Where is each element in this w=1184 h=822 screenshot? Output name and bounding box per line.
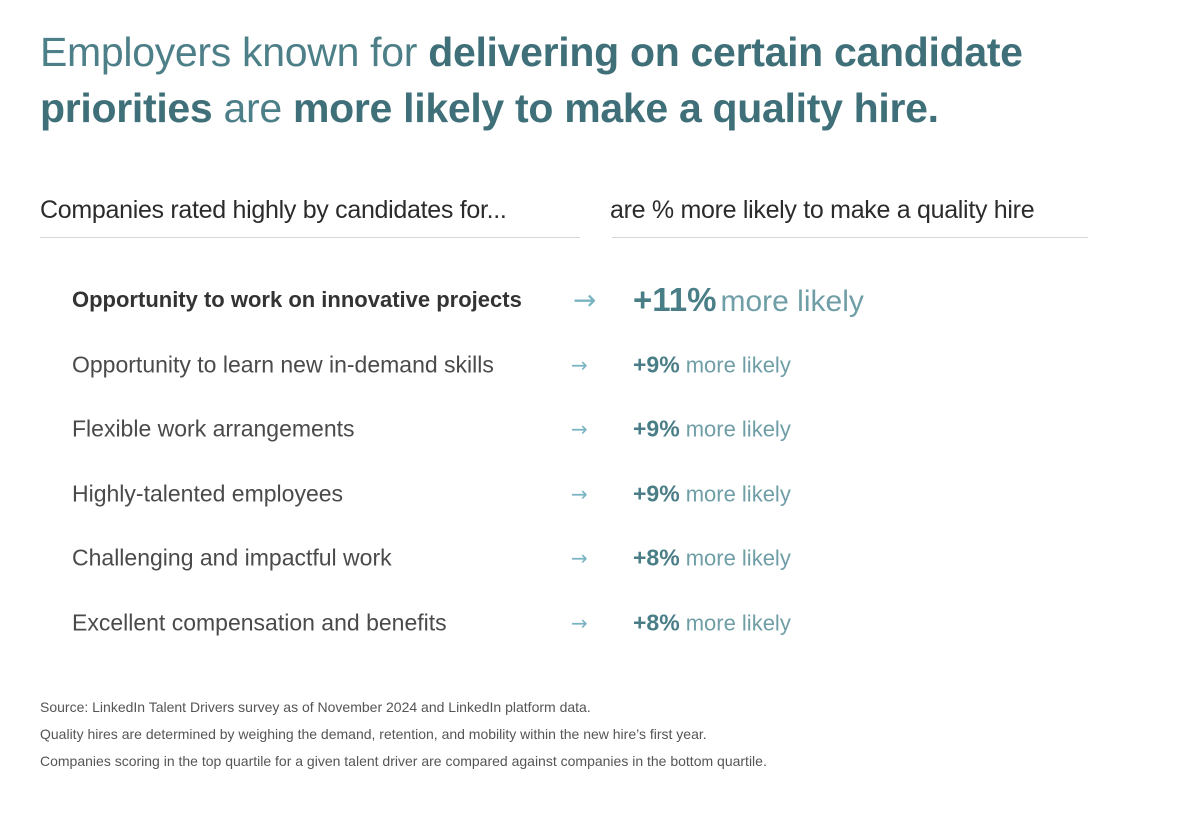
arrow-right-icon: → — [571, 610, 588, 635]
likelihood-value: +8% more likely — [633, 609, 791, 636]
source-note: Source: LinkedIn Talent Drivers survey a… — [40, 699, 591, 715]
arrow-right-icon: → — [571, 546, 588, 571]
priority-label: Challenging and impactful work — [72, 544, 392, 571]
comparison-note: Companies scoring in the top quartile fo… — [40, 753, 767, 769]
likelihood-value: +11% more likely — [633, 281, 864, 319]
percent-increase: +9% — [633, 480, 680, 507]
left-column-header: Companies rated highly by candidates for… — [40, 196, 507, 224]
likelihood-suffix: more likely — [685, 545, 791, 571]
percent-increase: +11% — [633, 281, 717, 319]
list-item: Excellent compensation and benefits → +8… — [0, 591, 1184, 656]
headline-emphasis-2: more likely to make a quality hire. — [292, 85, 939, 131]
headline-part-1: Employers known for — [40, 29, 429, 75]
footnotes: Source: LinkedIn Talent Drivers survey a… — [40, 694, 1140, 775]
headline: Employers known for delivering on certai… — [40, 24, 1140, 136]
arrow-right-icon: → — [571, 417, 588, 442]
priority-label: Opportunity to learn new in-demand skill… — [72, 351, 494, 378]
likelihood-suffix: more likely — [720, 285, 864, 319]
left-header-divider — [40, 237, 580, 238]
arrow-right-icon: → — [571, 481, 588, 506]
right-header-divider — [612, 237, 1088, 238]
likelihood-value: +8% more likely — [633, 545, 791, 572]
methodology-note: Quality hires are determined by weighing… — [40, 726, 707, 742]
priority-label: Flexible work arrangements — [72, 415, 355, 442]
percent-increase: +9% — [633, 351, 680, 378]
priority-list: Opportunity to work on innovative projec… — [0, 268, 1184, 655]
percent-increase: +8% — [633, 544, 680, 571]
priority-label: Opportunity to work on innovative projec… — [72, 287, 522, 313]
priority-label: Highly-talented employees — [72, 480, 344, 507]
list-item: Opportunity to work on innovative projec… — [0, 268, 1184, 333]
right-column-header: are % more likely to make a quality hire — [610, 196, 1035, 224]
headline-part-2: are — [212, 85, 293, 131]
likelihood-value: +9% more likely — [633, 351, 791, 378]
list-item: Opportunity to learn new in-demand skill… — [0, 333, 1184, 398]
percent-increase: +8% — [633, 609, 680, 636]
likelihood-value: +9% more likely — [633, 416, 791, 443]
likelihood-suffix: more likely — [685, 610, 791, 636]
priority-label: Excellent compensation and benefits — [72, 609, 447, 636]
list-item: Flexible work arrangements → +9% more lik… — [0, 397, 1184, 462]
headline-emphasis-1: delivering on certain candidate prioriti… — [40, 29, 1023, 131]
likelihood-suffix: more likely — [685, 352, 791, 378]
percent-increase: +9% — [633, 415, 680, 442]
arrow-right-icon: → — [573, 283, 597, 317]
arrow-right-icon: → — [571, 352, 588, 377]
list-item: Challenging and impactful work → +8% more… — [0, 526, 1184, 591]
likelihood-suffix: more likely — [685, 481, 791, 507]
list-item: Highly-talented employees → +9% more like… — [0, 462, 1184, 527]
likelihood-suffix: more likely — [685, 416, 791, 442]
likelihood-value: +9% more likely — [633, 480, 791, 507]
